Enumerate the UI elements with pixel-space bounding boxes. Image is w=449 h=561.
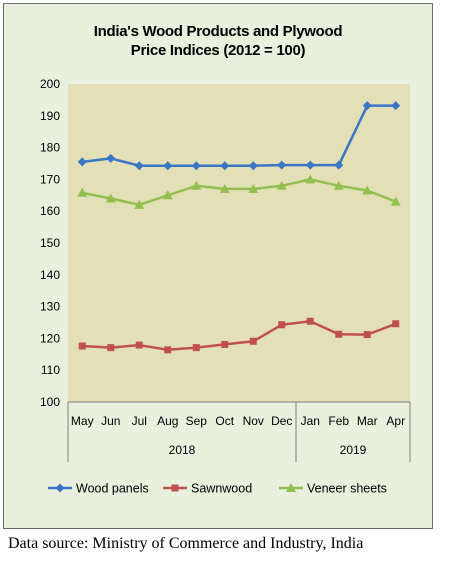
y-tick-label: 150 — [40, 236, 60, 250]
data-point-marker — [134, 199, 145, 209]
data-point-marker — [171, 484, 179, 492]
y-tick-label: 140 — [40, 268, 60, 282]
x-tick-label: Jun — [101, 414, 120, 428]
data-point-marker — [335, 330, 343, 338]
x-tick-label: Mar — [357, 414, 378, 428]
data-point-marker — [164, 346, 172, 354]
x-tick-label: Oct — [215, 414, 234, 428]
x-tick-label: Jul — [132, 414, 147, 428]
data-point-marker — [162, 190, 173, 200]
data-point-marker — [306, 317, 314, 325]
data-point-marker — [249, 337, 257, 345]
data-point-marker — [286, 483, 296, 492]
data-point-marker — [392, 320, 400, 328]
x-group-label: 2019 — [340, 443, 367, 457]
data-point-marker — [221, 340, 229, 348]
data-point-marker — [248, 161, 258, 171]
data-point-marker — [135, 341, 143, 349]
data-point-marker — [220, 161, 230, 171]
series-line — [82, 178, 397, 207]
series-line — [82, 319, 397, 352]
data-point-marker — [219, 183, 230, 193]
y-tick-label: 100 — [40, 395, 60, 409]
chart-title-line-2: Price Indices (2012 = 100) — [130, 42, 306, 59]
x-tick-label: Jan — [301, 414, 320, 428]
source-note: Data source: Ministry of Commerce and In… — [8, 535, 364, 552]
legend-label: Veneer sheets — [307, 482, 387, 496]
x-tick-label: Sep — [186, 414, 208, 428]
y-tick-label: 130 — [40, 300, 60, 314]
data-point-marker — [362, 101, 372, 111]
series-lines — [77, 101, 401, 354]
y-tick-label: 120 — [40, 331, 60, 345]
x-tick-label: Nov — [243, 414, 264, 428]
x-group-label: 2018 — [169, 443, 196, 457]
data-point-marker — [55, 483, 65, 493]
data-point-marker — [105, 193, 116, 203]
y-tick-label: 110 — [41, 363, 60, 377]
data-point-marker — [333, 180, 344, 190]
legend: Wood panels Sawnwood Veneer sheets — [48, 482, 387, 496]
data-point-marker — [278, 321, 286, 329]
data-point-marker — [107, 344, 115, 352]
chart-title: India's Wood Products and Plywood Price … — [3, 22, 433, 60]
y-tick-label: 200 — [40, 77, 60, 91]
data-point-marker — [163, 161, 173, 171]
data-point-marker — [191, 161, 201, 171]
legend-label: Sawnwood — [191, 482, 252, 496]
data-point-marker — [390, 196, 401, 206]
x-tick-label: Feb — [328, 414, 349, 428]
y-axis: 100 110 120 130 140 150 160 170 180 190 200 — [40, 77, 60, 409]
legend-label: Wood panels — [76, 482, 149, 496]
data-point-marker — [276, 180, 287, 190]
data-point-marker — [106, 153, 116, 163]
x-tick-label: Apr — [386, 414, 405, 428]
data-point-marker — [363, 331, 371, 339]
y-tick-label: 160 — [40, 204, 60, 218]
y-tick-label: 170 — [40, 172, 60, 186]
series-line — [82, 104, 396, 167]
data-point-marker — [77, 157, 87, 167]
y-tick-label: 190 — [40, 109, 60, 123]
data-point-marker — [334, 160, 344, 170]
data-point-marker — [391, 101, 401, 111]
x-tick-label: May — [71, 414, 94, 428]
data-point-marker — [77, 187, 88, 197]
plot-area — [68, 84, 410, 402]
data-point-marker — [248, 183, 259, 193]
data-point-marker — [277, 160, 287, 170]
data-point-marker — [191, 180, 202, 190]
x-tick-label: Dec — [271, 414, 292, 428]
data-point-marker — [134, 161, 144, 171]
y-tick-label: 180 — [40, 141, 60, 155]
data-point-marker — [305, 160, 315, 170]
data-point-marker — [192, 344, 200, 352]
data-point-marker — [362, 185, 373, 195]
chart-title-line-1: India's Wood Products and Plywood — [93, 23, 343, 40]
x-axis: 2018 2019 May Jun Jul Aug Sep Oct Nov Dec Jan Feb Ma… — [67, 401, 411, 462]
x-tick-label: Aug — [157, 414, 178, 428]
data-point-marker — [305, 174, 316, 184]
data-point-marker — [78, 342, 86, 350]
